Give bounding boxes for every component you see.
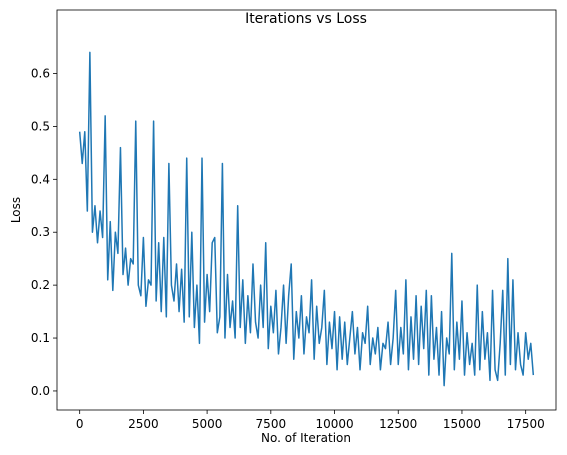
x-tick-label: 2500: [128, 417, 159, 431]
x-tick-label: 12500: [379, 417, 417, 431]
x-tick-label: 17500: [507, 417, 545, 431]
loss-line: [78, 51, 535, 387]
plot-frame: [56, 9, 557, 411]
y-tick-label: 0.2: [31, 278, 50, 292]
y-tick-label: 0.0: [31, 384, 50, 398]
x-axis-label: No. of Iteration: [261, 431, 351, 445]
y-tick-label: 0.6: [31, 66, 50, 80]
y-tick-label: 0.5: [31, 119, 50, 133]
x-tick-label: 5000: [192, 417, 223, 431]
y-tick-label: 0.4: [31, 172, 50, 186]
chart-title: Iterations vs Loss: [245, 11, 367, 27]
y-tick-label: 0.1: [31, 331, 50, 345]
x-tick-label: 0: [76, 417, 84, 431]
y-axis-label: Loss: [9, 197, 23, 223]
y-tick-label: 0.3: [31, 225, 50, 239]
x-tick-label: 10000: [315, 417, 353, 431]
x-tick-label: 7500: [256, 417, 287, 431]
x-tick-label: 15000: [443, 417, 481, 431]
